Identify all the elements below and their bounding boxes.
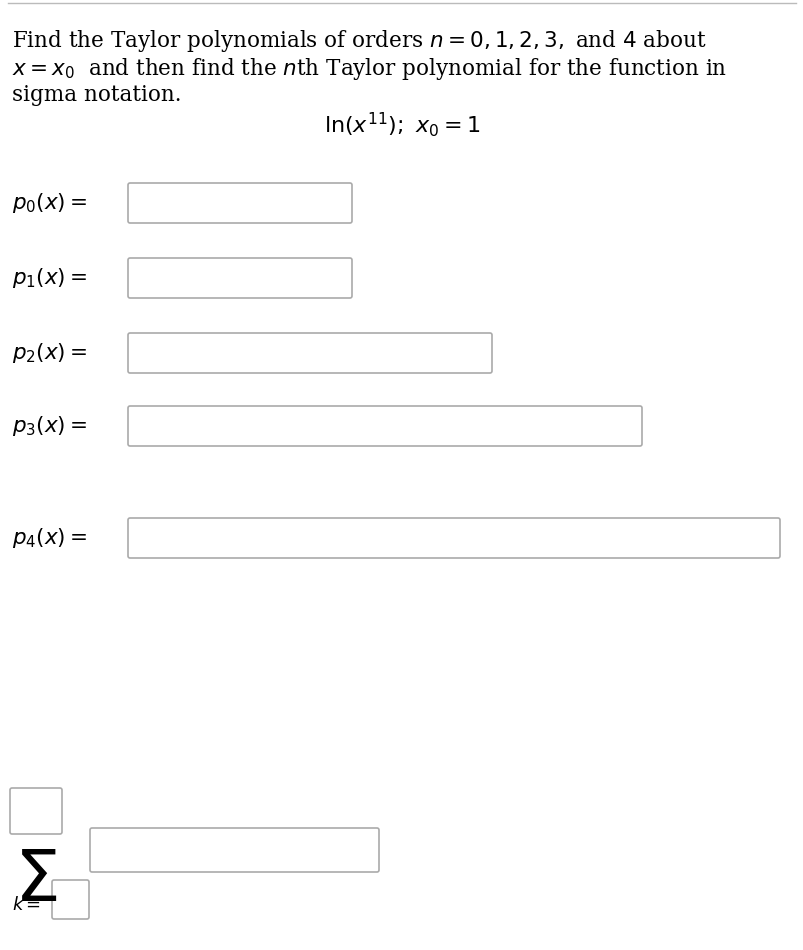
FancyBboxPatch shape [128, 518, 779, 558]
Text: $p_4(x) =$: $p_4(x) =$ [12, 526, 88, 550]
Text: $k =$: $k =$ [12, 896, 41, 914]
Text: Find the Taylor polynomials of orders $n = 0, 1, 2, 3,$ and $4$ about: Find the Taylor polynomials of orders $n… [12, 28, 706, 54]
Text: $\Sigma$: $\Sigma$ [14, 845, 57, 916]
FancyBboxPatch shape [128, 333, 491, 373]
Text: $x = x_0$  and then find the $n$th Taylor polynomial for the function in: $x = x_0$ and then find the $n$th Taylor… [12, 56, 727, 82]
FancyBboxPatch shape [52, 880, 89, 919]
Text: $p_3(x) =$: $p_3(x) =$ [12, 414, 88, 438]
FancyBboxPatch shape [128, 183, 352, 223]
Text: $p_0(x) =$: $p_0(x) =$ [12, 191, 88, 215]
Text: $\mathrm{ln}(x^{11});\ x_0 = 1$: $\mathrm{ln}(x^{11});\ x_0 = 1$ [324, 110, 479, 139]
FancyBboxPatch shape [128, 406, 642, 446]
Text: sigma notation.: sigma notation. [12, 84, 181, 106]
Text: $p_2(x) =$: $p_2(x) =$ [12, 341, 88, 365]
Text: $p_1(x) =$: $p_1(x) =$ [12, 266, 88, 290]
FancyBboxPatch shape [128, 258, 352, 298]
FancyBboxPatch shape [90, 828, 378, 872]
FancyBboxPatch shape [10, 788, 62, 834]
